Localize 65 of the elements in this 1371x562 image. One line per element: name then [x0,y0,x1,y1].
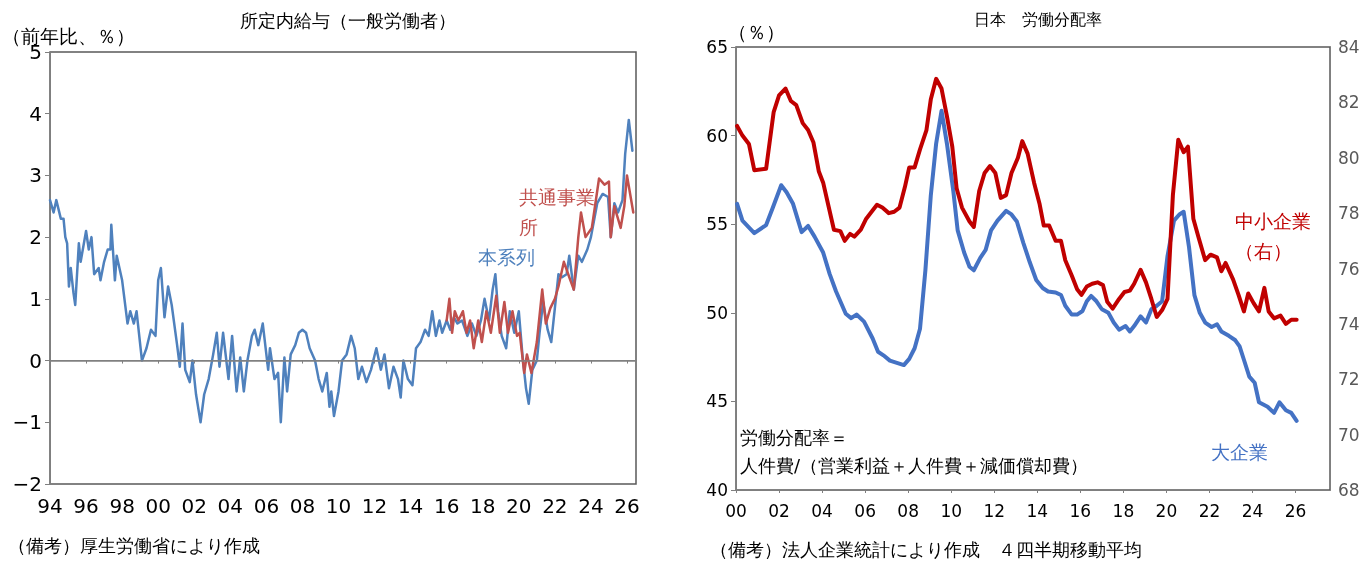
y2-tick-label: 84 [1338,37,1360,57]
x-tick-label: 26 [614,494,640,518]
y-tick-label: 55 [706,214,728,235]
y-tick-label: −2 [12,472,42,496]
x-tick-label: 14 [397,494,424,518]
x-tick-label: 22 [1198,500,1221,521]
x-tick-label: 10 [325,494,352,518]
y2-tick-label: 74 [1338,313,1360,334]
y-tick-label: 4 [29,101,42,126]
x-tick-label: 26 [1284,500,1307,521]
y-tick-label: 65 [706,37,728,57]
x-tick-label: 20 [1155,500,1178,521]
x-tick-label: 98 [109,494,135,518]
x-tick-label: 24 [1241,500,1264,521]
x-tick-label: 08 [897,500,919,521]
series-label: 共通事業所 [518,185,595,238]
y2-tick-label: 78 [1338,203,1360,224]
y-axis-title: （％） [728,20,785,43]
x-tick-label: 10 [940,500,963,521]
x-tick-label: 16 [1069,500,1092,521]
y-tick-label: 2 [29,225,42,250]
annotation: 労働分配率＝ [740,426,848,448]
x-tick-label: 12 [361,494,388,518]
y-tick-label: 60 [706,125,728,146]
y-tick-label: 0 [29,348,42,373]
y-tick-label: 45 [706,391,728,412]
text: （備考）厚生労働省により作成 [8,534,260,556]
chart-title: 所定内給与（一般労働者） [240,9,456,31]
y2-tick-label: 70 [1338,424,1360,445]
y-tick-label: −1 [12,410,42,435]
x-tick-label: 94 [37,494,63,518]
x-tick-label: 20 [506,494,532,518]
x-tick-label: 24 [578,494,604,518]
text: （備考）法人企業統計により作成 ４四半期移動平均 [710,538,1142,560]
x-tick-label: 02 [768,500,790,521]
x-tick-label: 00 [145,494,171,518]
x-tick-label: 08 [289,494,316,518]
x-tick-label: 06 [253,494,280,518]
y-tick-label: 1 [29,286,42,311]
x-tick-label: 06 [854,500,876,521]
series-label: 中小企業（右） [1234,210,1311,263]
line-series [445,174,635,375]
series-label: 大企業 [1211,440,1269,463]
y2-tick-label: 80 [1338,147,1360,168]
y2-tick-label: 82 [1338,92,1360,113]
y2-tick-label: 68 [1338,480,1360,500]
y-tick-label: 40 [706,480,728,500]
x-tick-label: 22 [542,494,568,518]
x-tick-label: 16 [433,494,460,518]
x-tick-label: 18 [470,494,496,518]
x-tick-label: 04 [811,500,833,521]
x-tick-label: 18 [1112,500,1135,521]
y-tick-label: 50 [706,302,728,323]
x-tick-label: 14 [1026,500,1049,521]
y2-tick-label: 76 [1338,258,1360,279]
y-tick-label: 3 [29,163,42,188]
y2-tick-label: 72 [1338,369,1360,390]
x-tick-label: 04 [217,494,244,518]
annotation: 人件費/（営業利益＋人件費＋減価償却費） [740,454,1089,476]
x-tick-label: 02 [181,494,207,518]
x-tick-label: 96 [73,494,99,518]
series-label: 本系列 [477,246,535,269]
x-tick-label: 00 [725,500,747,521]
chart-title: 日本 労働分配率 [974,9,1102,29]
x-tick-label: 12 [983,500,1006,521]
